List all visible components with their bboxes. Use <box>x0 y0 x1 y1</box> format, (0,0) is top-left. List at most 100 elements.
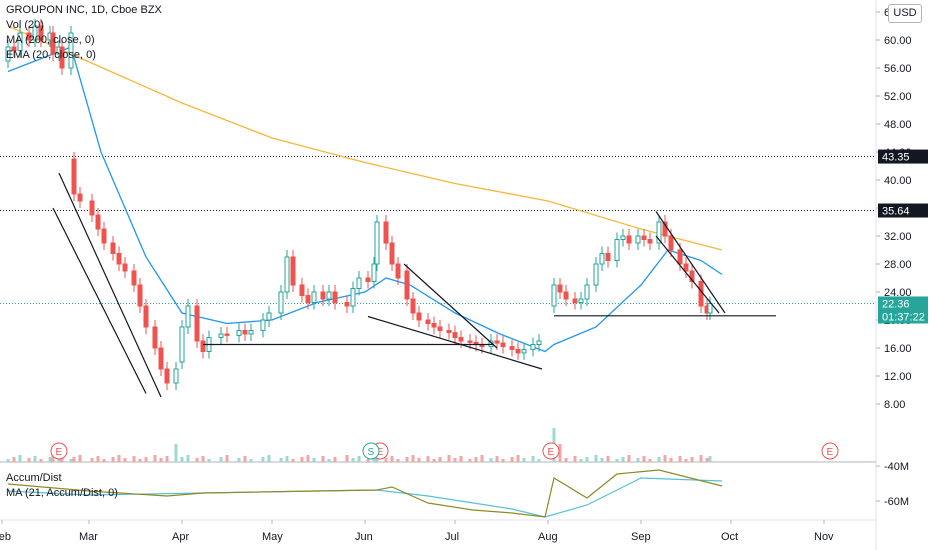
candle-body <box>509 346 515 350</box>
volume-bar <box>69 459 73 462</box>
volume-bar <box>372 457 376 462</box>
volume-bar <box>579 459 583 462</box>
volume-bar <box>312 458 316 462</box>
candle-body <box>647 239 653 244</box>
candle-body <box>446 330 452 334</box>
price-tick-label: 8.00 <box>884 399 905 411</box>
volume-bar <box>60 456 64 462</box>
candle-body <box>350 288 356 307</box>
candle-body <box>89 200 95 216</box>
candle-body <box>599 253 605 265</box>
volume-bar <box>96 456 100 462</box>
volume-bar <box>669 458 673 462</box>
candle-body <box>77 193 83 202</box>
volume-bar <box>615 459 619 462</box>
candle-body <box>131 270 137 286</box>
trendline <box>52 207 147 394</box>
candle-body <box>593 263 599 286</box>
volume-bar <box>285 456 289 462</box>
volume-bar <box>663 455 667 462</box>
volume-bar <box>516 455 520 462</box>
volume-bar <box>345 455 349 462</box>
candle-body <box>311 291 317 303</box>
volume-bar <box>165 456 169 462</box>
candle-body <box>389 242 395 265</box>
volume-bar <box>219 457 223 462</box>
time-tick-label: Jun <box>355 531 373 543</box>
trendline <box>655 235 720 314</box>
volume-bar <box>531 456 535 462</box>
candle-body <box>410 298 416 314</box>
candle-body <box>515 348 521 354</box>
volume-bar <box>243 456 247 462</box>
volume-bar <box>201 456 205 462</box>
price-badge-label: 22.36 <box>882 298 910 310</box>
candle-body <box>326 291 332 300</box>
trendline <box>58 172 162 398</box>
volume-bar <box>321 456 325 462</box>
candle-body <box>332 291 338 303</box>
volume-bar <box>501 459 505 462</box>
volume-bar <box>489 458 493 462</box>
candle-body <box>374 221 380 265</box>
candle-body <box>299 284 305 296</box>
time-tick-label: Oct <box>721 531 738 543</box>
volume-bar <box>606 456 610 462</box>
time-tick-label: Nov <box>814 531 834 543</box>
volume-bar <box>690 457 694 462</box>
legend-accum: Accum/Dist <box>6 472 62 484</box>
price-tick-label: 24.00 <box>884 287 912 299</box>
candle-body <box>494 340 500 344</box>
ema20-line <box>7 46 723 353</box>
volume-bar <box>438 457 442 462</box>
volume-bar <box>627 455 631 462</box>
volume-bar <box>159 458 163 462</box>
volume-bar <box>6 459 10 462</box>
volume-bar <box>261 457 265 462</box>
split-marker <box>362 442 380 460</box>
price-tick-label: 40.00 <box>884 175 912 187</box>
candle-body <box>164 368 170 384</box>
volume-bar <box>249 459 253 462</box>
volume-bar <box>207 459 211 462</box>
candle-body <box>11 46 17 51</box>
price-tick-label: 52.00 <box>884 91 912 103</box>
candle-body <box>641 235 647 240</box>
volume-bar <box>12 457 16 462</box>
candle-body <box>572 298 578 303</box>
price-tick-label: 12.00 <box>884 371 912 383</box>
time-tick-label: Apr <box>172 531 189 543</box>
volume-series <box>6 428 712 462</box>
legend-ema20: EMA (20, close, 0) <box>6 49 96 61</box>
accum-dist-line <box>7 469 723 518</box>
volume-bar <box>564 458 568 462</box>
earnings-marker-label: E <box>377 447 384 458</box>
volume-bar <box>417 458 421 462</box>
candle-body <box>59 46 65 69</box>
candle-body <box>689 270 695 282</box>
time-tick-label: May <box>262 531 283 543</box>
volume-bar <box>390 456 394 462</box>
candle-body <box>266 312 272 321</box>
volume-bar <box>195 458 199 462</box>
currency-button[interactable]: USD <box>888 4 922 23</box>
candle-body <box>452 332 458 339</box>
candle-body <box>620 235 626 240</box>
volume-bar <box>447 455 451 462</box>
candle-body <box>50 32 56 55</box>
volume-bar <box>237 458 241 462</box>
candle-body <box>614 239 620 261</box>
volume-bar <box>72 457 76 462</box>
candle-body <box>662 221 668 237</box>
volume-bar <box>621 457 625 462</box>
volume-bar <box>267 455 271 462</box>
time-tick-label: Feb <box>0 531 11 543</box>
price-tick-label: 48.00 <box>884 119 912 131</box>
volume-bar <box>132 456 136 462</box>
volume-bar <box>117 455 121 462</box>
accum-legend: Accum/Dist MA (21, Accum/Dist, 0) <box>6 471 118 501</box>
volume-bar <box>699 455 703 462</box>
candle-body <box>71 158 77 195</box>
time-tick-label: Aug <box>538 531 558 543</box>
